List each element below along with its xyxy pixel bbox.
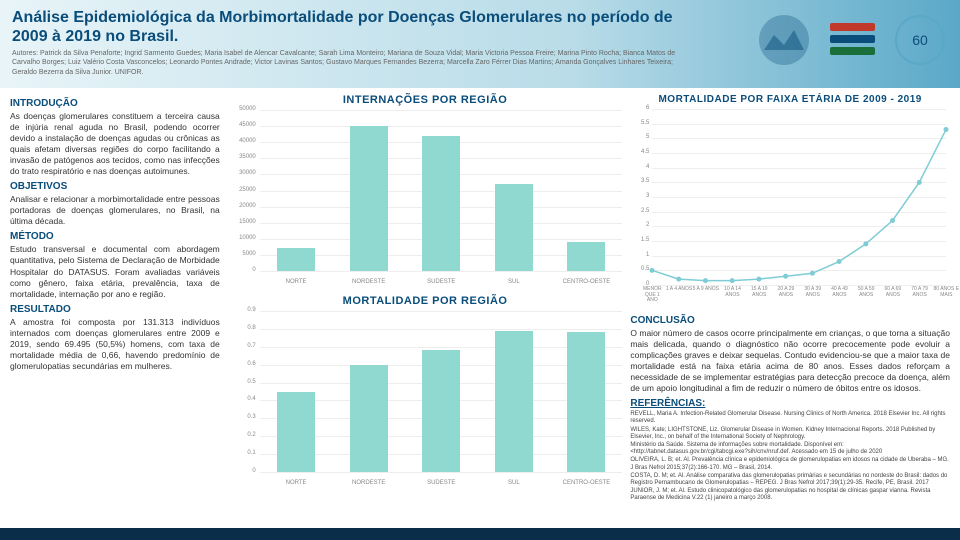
bar [567,242,605,271]
bar-label: NORTE [260,480,333,486]
line-path [630,109,950,309]
referencias-heading: REFERÊNCIAS: [630,398,950,409]
reference-item: WILES, Kate; LIGHTSTONE, Liz. Glomerular… [630,427,950,441]
x-label: 1 A 4 ANOS [666,287,693,293]
x-label: 10 A 14 ANOS [719,287,746,298]
bar-label: SUDESTE [405,480,478,486]
x-label: 5 A 9 ANOS [692,287,719,293]
svg-text:60: 60 [912,32,928,48]
bar [350,126,388,271]
header-logos: 60 [754,10,950,70]
bar [567,332,605,472]
bar-label: CENTRO-OESTE [550,480,623,486]
bar-label: NORTE [260,279,333,285]
resultado-text: A amostra foi composta por 131.313 indiv… [10,317,220,372]
metodo-text: Estudo transversal e documental com abor… [10,244,220,299]
conclusao-heading: CONCLUSÃO [630,315,950,326]
mortalidade-bar-chart: 0.90.80.70.60.50.40.30.20.10NORTENORDEST… [228,311,623,486]
bar-label: SUL [478,480,551,486]
bar-label: NORDESTE [332,480,405,486]
bar [277,248,315,271]
resultado-heading: RESULTADO [10,304,220,315]
metodo-heading: MÉTODO [10,231,220,242]
left-column: INTRODUÇÃO As doenças glomerulares const… [10,94,220,522]
reference-item: REVELL, Maria A. Infection-Related Glome… [630,411,950,425]
authors-line: Autores: Patrick da Silva Penaforte; Ing… [12,49,692,76]
conclusao-text: O maior número de casos ocorre principal… [630,328,950,394]
chart1-title: INTERNAÇÕES POR REGIÃO [228,94,623,106]
reference-item: COSTA, D. M; et. Al. Análise comparativa… [630,473,950,487]
bar-label: SUDESTE [405,279,478,285]
bar-label: CENTRO-OESTE [550,279,623,285]
x-label: 20 A 29 ANOS [773,287,800,298]
mortalidade-faixa-line-chart: 65.554.543.532.521.510.50MENOR QUE 1 ANO… [630,109,950,309]
bar-label: NORDESTE [332,279,405,285]
reference-item: Ministério da Saúde. Sistema de informaç… [630,442,950,456]
x-label: 70 A 79 ANOS [906,287,933,298]
x-label: 50 A 59 ANOS [853,287,880,298]
middle-column: INTERNAÇÕES POR REGIÃO 50000450004000035… [228,94,623,522]
internacoes-bar-chart: 5000045000400003500030000250002000015000… [228,110,623,285]
x-label: 15 A 19 ANOS [746,287,773,298]
right-column: MORTALIDADE POR FAIXA ETÁRIA DE 2009 - 2… [630,94,950,522]
x-label: MENOR QUE 1 ANO [639,287,666,304]
bar [495,184,533,271]
poster-title: Análise Epidemiológica da Morbimortalida… [12,8,692,46]
bar [350,365,388,472]
content-area: INTRODUÇÃO As doenças glomerulares const… [0,88,960,528]
objetivos-text: Analisar e relacionar a morbimortalidade… [10,194,220,227]
bar [422,350,460,472]
reference-item: OLIVEIRA, L. B; et. Al. Prevalência clín… [630,457,950,471]
footer-bar [0,528,960,540]
objetivos-heading: OBJETIVOS [10,181,220,192]
introducao-heading: INTRODUÇÃO [10,98,220,109]
x-label: 40 A 49 ANOS [826,287,853,298]
bar [495,331,533,472]
sponsor-logo [822,10,882,70]
congress-logo [754,10,814,70]
chart2-title: MORTALIDADE POR REGIÃO [228,295,623,307]
bar [422,136,460,271]
bar [277,392,315,473]
poster-header: Análise Epidemiológica da Morbimortalida… [0,0,960,88]
introducao-text: As doenças glomerulares constituem a ter… [10,111,220,177]
x-label: 80 ANOS E MAIS [933,287,960,298]
society-logo: 60 [890,10,950,70]
reference-item: JUNIOR, J. M; et. Al. Estudo clinicopato… [630,488,950,502]
x-label: 30 A 39 ANOS [799,287,826,298]
chart3-title: MORTALIDADE POR FAIXA ETÁRIA DE 2009 - 2… [630,94,950,105]
bar-label: SUL [478,279,551,285]
x-label: 60 A 69 ANOS [880,287,907,298]
referencias-list: REVELL, Maria A. Infection-Related Glome… [630,411,950,502]
